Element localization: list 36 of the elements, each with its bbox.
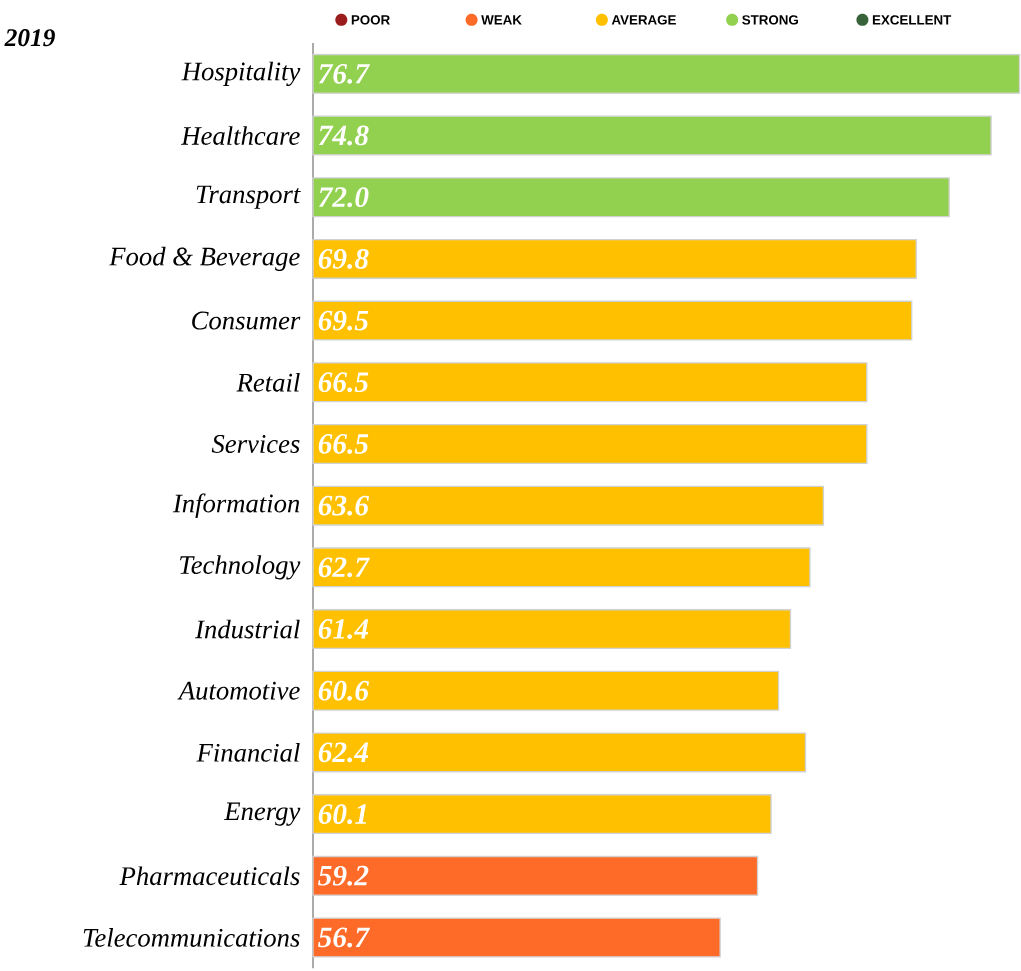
legend-label: EXCELLENT xyxy=(872,15,952,25)
data-label: 76.7 xyxy=(318,63,371,84)
legend-label: STRONG xyxy=(742,15,798,25)
data-label: 60.6 xyxy=(318,680,370,701)
y-tick-label: Food & Beverage xyxy=(109,246,300,271)
data-label: 62.4 xyxy=(318,742,369,763)
y-tick-label: Automotive xyxy=(177,681,300,700)
legend-label: POOR xyxy=(351,15,390,25)
y-tick-label: Information xyxy=(172,493,300,518)
y-tick-label: Healthcare xyxy=(181,126,300,145)
y-tick-label: Technology xyxy=(180,555,301,580)
y-tick-label: Pharmaceuticals xyxy=(119,866,300,886)
y-tick-label: Services xyxy=(211,435,300,453)
y-tick-label: Hospitality xyxy=(181,61,301,86)
data-label: 69.5 xyxy=(318,310,369,331)
y-tick-label: Industrial xyxy=(194,619,300,639)
data-label: 56.7 xyxy=(318,927,371,948)
data-label: 74.8 xyxy=(318,125,369,146)
data-label: 63.6 xyxy=(318,495,370,516)
data-label: 66.5 xyxy=(318,372,369,393)
y-tick-label: Energy xyxy=(223,802,301,826)
data-label: 60.1 xyxy=(318,804,367,825)
text: 2019 xyxy=(4,29,55,47)
y-tick-label: Financial xyxy=(196,743,300,762)
data-label: 59.2 xyxy=(318,865,369,886)
y-tick-label: Transport xyxy=(196,185,301,209)
data-label: 61.4 xyxy=(318,619,369,639)
y-tick-label: Telecommunications xyxy=(83,928,300,947)
legend-label: AVERAGE xyxy=(611,15,676,25)
y-tick-label: Retail xyxy=(236,372,300,392)
data-label: 69.8 xyxy=(318,248,369,269)
data-label: 66.5 xyxy=(318,434,369,454)
y-tick-label: Consumer xyxy=(192,311,301,330)
data-label: 72.0 xyxy=(318,187,369,208)
legend-label: WEAK xyxy=(481,15,522,25)
data-label: 62.7 xyxy=(318,557,371,578)
